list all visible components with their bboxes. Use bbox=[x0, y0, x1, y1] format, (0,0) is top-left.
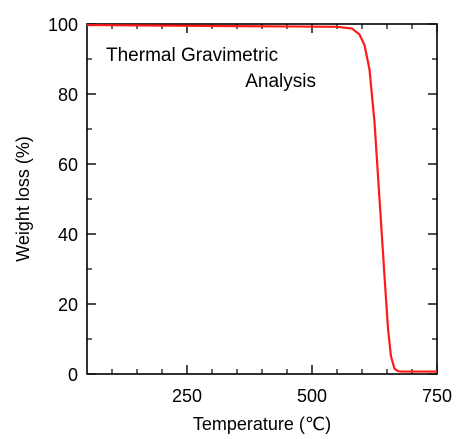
y-tick-label: 0 bbox=[68, 365, 78, 385]
ticks-layer: 250 500 750 0 20 40 60 80 100 bbox=[48, 15, 452, 406]
x-tick-label: 750 bbox=[422, 386, 452, 406]
chart-title-line-2: Analysis bbox=[245, 71, 316, 92]
x-axis-label: Temperature (℃) bbox=[193, 414, 331, 434]
series-line bbox=[86, 23, 437, 373]
chart-title-line-1: Thermal Gravimetric bbox=[106, 45, 278, 66]
y-tick-label: 20 bbox=[58, 295, 78, 315]
y-axis-label: Weight loss (%) bbox=[13, 136, 33, 262]
y-tick-label: 60 bbox=[58, 155, 78, 175]
y-tick-label: 100 bbox=[48, 15, 78, 35]
x-tick-label: 500 bbox=[297, 386, 327, 406]
x-tick-label: 250 bbox=[172, 386, 202, 406]
y-tick-label: 40 bbox=[58, 225, 78, 245]
y-tick-label: 80 bbox=[58, 85, 78, 105]
